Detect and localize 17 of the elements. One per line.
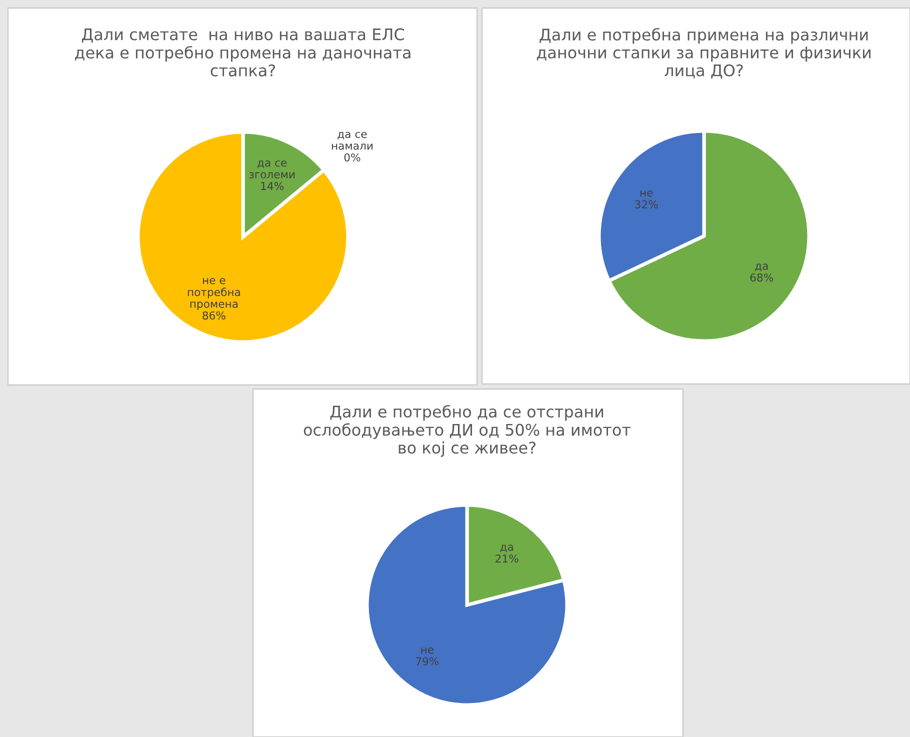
chart-title: Дали е потребно да се отстрани ослободувањето ДИ од 50% на имотот во кој се живее? (304, 405, 631, 457)
text: 0% (344, 153, 360, 162)
slice-label: да (755, 264, 768, 272)
slice-label: не (421, 647, 434, 654)
slice-label: да (500, 544, 513, 552)
slice-label: не (640, 190, 653, 197)
data-label: 68% (750, 273, 774, 282)
data-label: 86% (202, 311, 226, 320)
slice-label: да се зголеми (249, 160, 295, 178)
data-label: 79% (416, 657, 439, 666)
data-label: 21% (496, 554, 518, 563)
data-label: 14% (261, 182, 284, 190)
chart-title: Дали е потребна примена на различни даночни стапки за правните и физички лица ДО? (536, 28, 870, 79)
chart-title: Дали сметате на ниво на вашата ЕЛС дека е потребно промена на даночната стапка? (75, 28, 410, 76)
category-label: да се намали (332, 132, 372, 150)
data-label: 32% (635, 200, 658, 208)
slice-label: не е потребна промена (188, 278, 240, 310)
